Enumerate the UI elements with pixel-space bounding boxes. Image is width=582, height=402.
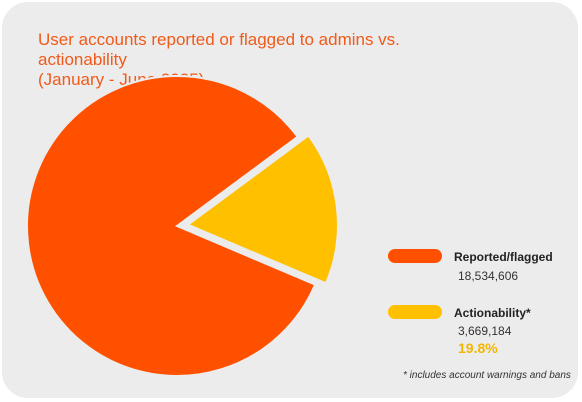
pie-slice-actionability <box>185 134 339 285</box>
legend-swatch-actionability <box>388 305 442 319</box>
pie-chart <box>26 75 339 377</box>
chart-title: User accounts reported or flagged to adm… <box>38 30 478 90</box>
chart-card: User accounts reported or flagged to adm… <box>2 2 578 398</box>
legend-label-actionability: Actionability* <box>454 306 531 320</box>
legend-label-reported-flagged: Reported/flagged <box>454 250 553 264</box>
legend-value-reported-flagged: 18,534,606 <box>458 269 519 283</box>
legend-swatch-reported-flagged <box>388 249 442 263</box>
legend-value-actionability: 3,669,184 <box>458 324 512 338</box>
footnote: * includes account warnings and bans <box>403 370 571 381</box>
chart-title-line-1: User accounts reported or flagged to adm… <box>38 30 400 69</box>
pie-slice-reported-flagged <box>26 75 317 377</box>
legend-percent-actionability: 19.8% <box>458 340 498 356</box>
